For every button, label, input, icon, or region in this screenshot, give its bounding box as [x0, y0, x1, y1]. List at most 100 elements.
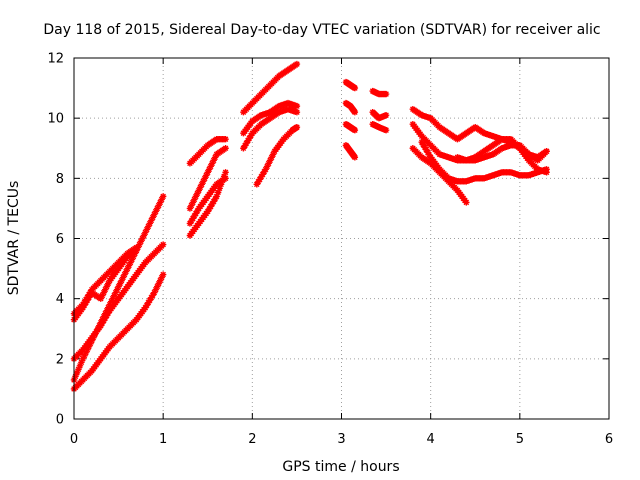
data-point-marker — [351, 108, 359, 116]
data-point-marker — [154, 205, 161, 212]
data-point-marker — [425, 151, 433, 158]
data-point-marker — [258, 173, 265, 181]
data-point-marker — [76, 362, 84, 370]
x-tick-label: 6 — [605, 432, 613, 447]
data-point-marker — [103, 307, 110, 314]
data-point-marker — [146, 220, 153, 227]
data-point-marker — [143, 301, 151, 309]
data-point-marker — [159, 241, 167, 248]
data-point-marker — [85, 294, 93, 301]
data-point-marker — [200, 178, 207, 185]
data-point-marker — [130, 253, 137, 260]
data-point-marker — [247, 132, 255, 139]
data-point-marker — [156, 199, 164, 206]
data-point-marker — [113, 286, 121, 293]
data-point-marker — [268, 154, 275, 161]
data-point-marker — [158, 196, 165, 203]
data-point-marker — [102, 286, 109, 293]
data-point-marker — [151, 289, 158, 296]
data-point-marker — [152, 286, 159, 293]
data-point-marker — [96, 322, 103, 329]
data-point-marker — [78, 359, 85, 366]
data-point-marker — [149, 214, 156, 221]
series-17 — [369, 87, 390, 98]
data-point-marker — [137, 238, 145, 245]
data-point-marker — [155, 202, 162, 209]
data-point-marker — [188, 217, 195, 225]
data-point-marker — [100, 313, 107, 320]
series-11 — [240, 99, 301, 137]
data-point-marker — [293, 108, 301, 116]
x-tick-labels: 0 1 2 3 4 5 6 — [70, 432, 613, 447]
series-16 — [342, 142, 359, 161]
data-point-marker — [143, 226, 151, 233]
data-point-marker — [211, 154, 219, 161]
data-point-marker — [142, 229, 149, 236]
data-point-marker — [119, 274, 127, 281]
data-point-marker — [293, 60, 301, 68]
data-point-marker — [116, 280, 124, 287]
data-point-marker — [192, 210, 200, 217]
data-point-marker — [186, 205, 194, 212]
data-point-marker — [154, 283, 161, 290]
data-point-marker — [146, 296, 153, 304]
data-point-marker — [201, 175, 208, 182]
series-14 — [342, 99, 359, 116]
data-point-marker — [145, 299, 152, 306]
data-point-marker — [207, 203, 214, 210]
data-point-marker — [145, 223, 152, 230]
data-point-marker — [241, 142, 249, 149]
data-point-marker — [293, 102, 301, 110]
x-tick-label: 1 — [159, 432, 167, 447]
data-point-marker — [191, 212, 198, 220]
data-point-marker — [188, 202, 195, 209]
data-point-marker — [240, 145, 247, 152]
data-point-marker — [109, 295, 116, 302]
data-point-marker — [107, 298, 115, 305]
data-point-marker — [266, 157, 274, 164]
series-10 — [240, 60, 301, 116]
data-point-marker — [197, 184, 204, 191]
data-point-marker — [265, 160, 272, 167]
data-point-marker — [121, 271, 128, 278]
x-tick-label: 0 — [70, 432, 78, 447]
series-23 — [418, 139, 550, 185]
data-point-marker — [210, 157, 217, 164]
data-point-marker — [148, 294, 155, 301]
data-point-marker — [84, 296, 91, 304]
data-point-marker — [118, 277, 125, 284]
data-point-marker — [149, 291, 156, 299]
data-point-marker — [214, 189, 222, 196]
data-point-marker — [189, 215, 197, 222]
data-point-marker — [94, 325, 101, 332]
x-tick-label: 2 — [248, 432, 256, 447]
data-point-marker — [216, 185, 223, 192]
y-tick-label: 12 — [47, 52, 64, 67]
data-point-marker — [206, 205, 213, 213]
data-point-marker — [204, 208, 211, 215]
y-tick-label: 8 — [56, 172, 64, 187]
data-point-marker — [186, 220, 194, 227]
series-12 — [253, 123, 301, 188]
series-2 — [70, 193, 167, 384]
data-point-marker — [463, 199, 470, 206]
data-point-marker — [93, 328, 100, 335]
data-point-marker — [124, 265, 131, 272]
data-point-marker — [103, 283, 110, 290]
data-point-marker — [106, 301, 113, 308]
data-point-marker — [222, 175, 229, 182]
data-point-marker — [259, 171, 266, 178]
data-point-marker — [351, 154, 359, 161]
data-point-marker — [136, 241, 143, 248]
grid — [74, 58, 609, 419]
data-point-marker — [128, 256, 136, 263]
x-tick-label: 5 — [516, 432, 524, 447]
series-13 — [342, 78, 359, 92]
series-15 — [342, 120, 359, 134]
data-point-marker — [189, 199, 197, 206]
data-point-marker — [104, 280, 112, 287]
x-axis-label: GPS time / hours — [282, 459, 399, 475]
data-point-marker — [194, 207, 201, 215]
data-point-marker — [423, 146, 430, 153]
data-point-marker — [91, 331, 99, 338]
